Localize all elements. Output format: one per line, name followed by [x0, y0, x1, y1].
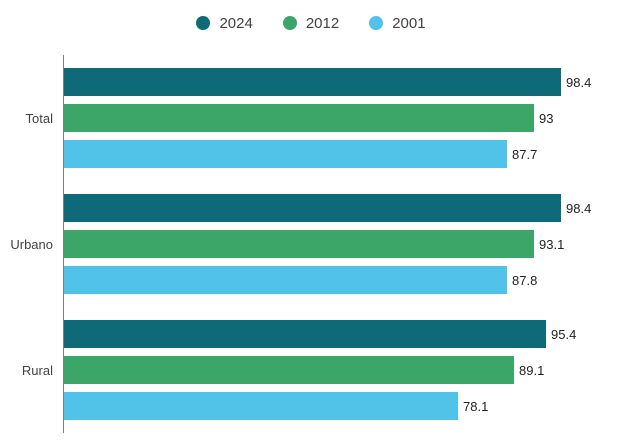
legend-item-2001: 2001 [369, 14, 426, 32]
value-label: 87.8 [512, 272, 538, 288]
bar-row: 87.8 [64, 266, 622, 294]
value-label: 93 [539, 110, 554, 126]
bars-cell: 95.4 89.1 78.1 [63, 307, 622, 433]
legend-dot-icon [282, 16, 297, 30]
bars-cell: 98.4 93 87.7 [63, 55, 622, 181]
value-label: 93.1 [539, 236, 565, 252]
category-label: Urbano [10, 236, 53, 252]
bar-row: 95.4 [64, 320, 622, 348]
bar-2001-urbano [64, 266, 507, 294]
value-label: 98.4 [566, 200, 592, 216]
value-label: 98.4 [566, 74, 592, 90]
bar-row: 93 [64, 104, 622, 132]
plot-area: Total 98.4 93 87.7 Urbano 98.4 93.1 87.8 Rural 95… [0, 55, 622, 433]
bar-row: 98.4 [64, 194, 622, 222]
bar-row: 89.1 [64, 356, 622, 384]
bar-row: 98.4 [64, 68, 622, 96]
bar-row: 93.1 [64, 230, 622, 258]
legend-dot-icon [369, 16, 384, 30]
bar-2012-urbano [64, 230, 534, 258]
bar-group-urbano: Urbano 98.4 93.1 87.8 [0, 181, 622, 307]
bar-2024-rural [64, 320, 546, 348]
legend-label: 2001 [392, 14, 426, 32]
legend-dot-icon [196, 16, 211, 30]
bar-2012-rural [64, 356, 514, 384]
legend-label: 2012 [305, 14, 340, 32]
legend-item-2024: 2024 [196, 14, 253, 32]
bar-row: 78.1 [64, 392, 622, 420]
bars-cell: 98.4 93.1 87.8 [63, 181, 622, 307]
legend-label: 2024 [219, 14, 253, 32]
bar-2024-total [64, 68, 561, 96]
value-label: 87.7 [512, 146, 538, 162]
legend-item-2012: 2012 [282, 14, 340, 32]
chart-legend: 2024 2012 2001 [0, 12, 622, 34]
value-label: 89.1 [519, 362, 545, 378]
category-label: Total [25, 110, 53, 126]
bar-2012-total [64, 104, 534, 132]
category-label: Rural [21, 362, 53, 378]
value-label: 78.1 [463, 398, 489, 414]
bar-row: 87.7 [64, 140, 622, 168]
bar-2001-total [64, 140, 507, 168]
bar-2024-urbano [64, 194, 561, 222]
bar-group-rural: Rural 95.4 89.1 78.1 [0, 307, 622, 433]
bar-group-total: Total 98.4 93 87.7 [0, 55, 622, 181]
value-label: 95.4 [551, 326, 577, 342]
bar-2001-rural [64, 392, 458, 420]
